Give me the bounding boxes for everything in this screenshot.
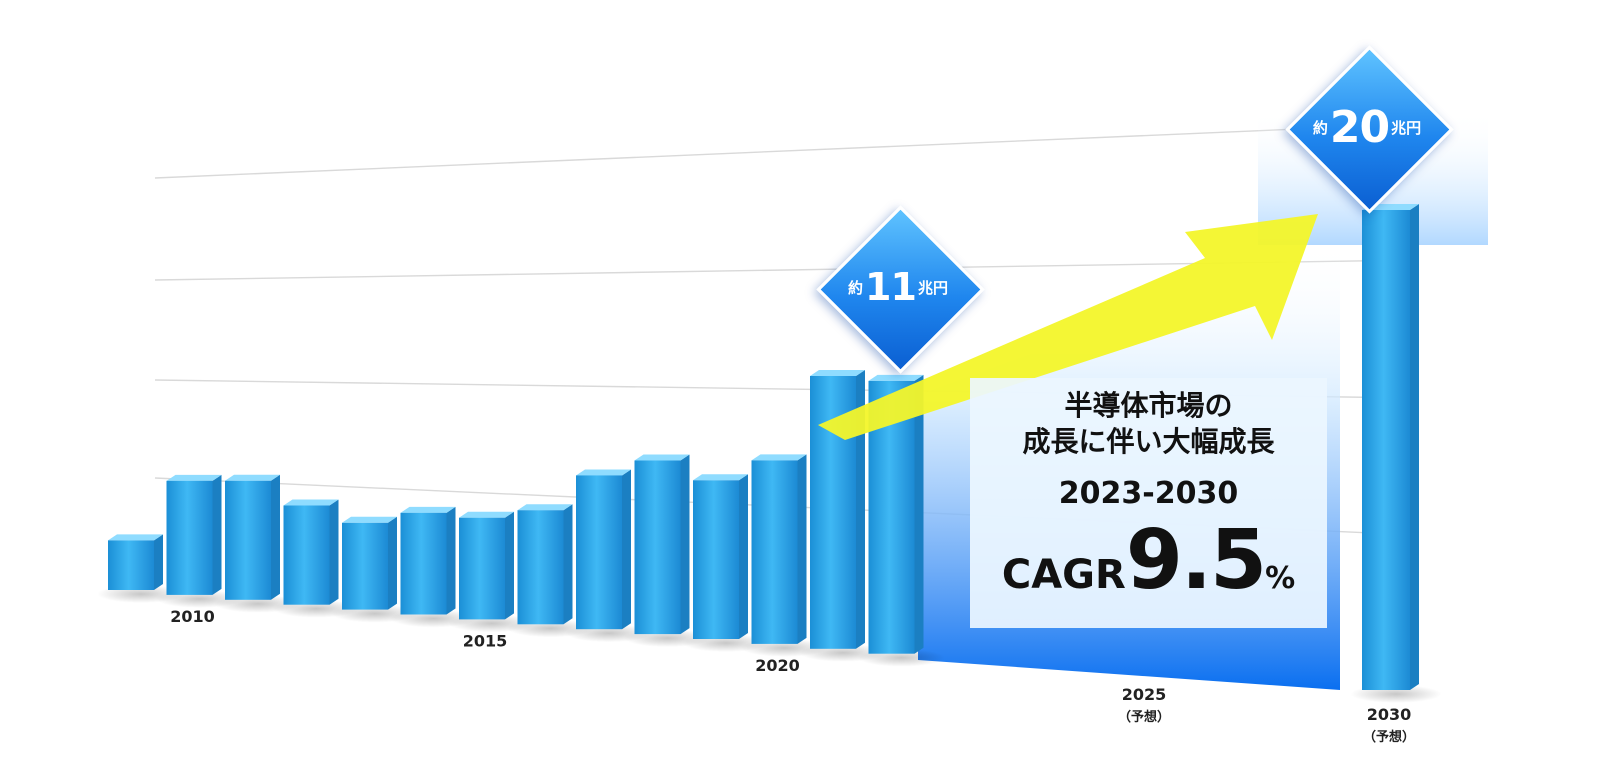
bar-side <box>212 474 222 595</box>
bar-front <box>459 517 505 620</box>
bar-side <box>505 511 514 620</box>
callout-cagr: CAGR9.5% <box>970 513 1327 608</box>
bar-2011 <box>225 474 280 600</box>
bar-2014 <box>400 506 456 615</box>
bar-top <box>693 474 748 481</box>
bar-front <box>634 460 681 635</box>
bar-2013 <box>342 516 397 610</box>
annotation-value: 11 <box>865 265 917 309</box>
callout-title: 半導体市場の 成長に伴い大幅成長 <box>970 388 1327 460</box>
bar-2030 <box>1362 204 1419 690</box>
x-tick-sublabel: （予想） <box>1363 729 1415 745</box>
bar-side <box>739 474 748 639</box>
bar-2015 <box>459 511 514 620</box>
x-tick-label: 2030 <box>1367 705 1412 724</box>
bar-front <box>751 460 798 644</box>
bar-side <box>271 474 280 600</box>
bar-2019 <box>693 474 748 639</box>
annotation-prefix: 約 <box>1312 118 1328 137</box>
annotation-value: 20 <box>1329 101 1390 153</box>
bar-front <box>517 510 564 625</box>
bar-side <box>563 504 573 625</box>
bar-2020 <box>751 454 807 644</box>
bar-side <box>856 370 865 649</box>
bar-top <box>400 506 456 513</box>
bar-side <box>446 506 456 615</box>
bar-top <box>576 469 631 476</box>
bar-front <box>1362 210 1410 690</box>
bar-side <box>388 516 397 610</box>
callout-period: 2023-2030 <box>1058 476 1239 511</box>
bar-front <box>225 480 271 600</box>
bar-front <box>283 505 330 605</box>
bar-top <box>751 454 807 461</box>
bar-top <box>634 454 690 461</box>
x-tick-label: 2015 <box>463 631 508 650</box>
bar-top <box>868 374 924 381</box>
bar-front <box>400 512 447 615</box>
bar-top <box>517 504 573 511</box>
bar-top <box>283 499 339 506</box>
bar-side <box>622 469 631 630</box>
bar-side <box>1410 204 1419 690</box>
bar-front <box>342 522 388 610</box>
bar-side <box>914 374 924 654</box>
bar-2016 <box>517 504 573 625</box>
bar-2018 <box>634 454 690 635</box>
cagr-unit: % <box>1265 561 1296 596</box>
bar-side <box>329 499 339 605</box>
x-tick-label: 2025 <box>1122 685 1167 704</box>
callout-title-line: 成長に伴い大幅成長 <box>1022 425 1275 458</box>
bar-front <box>166 480 213 595</box>
annotation-unit: 兆円 <box>917 278 948 297</box>
bar-2012 <box>283 499 339 605</box>
bar-side <box>680 454 690 635</box>
bar-side <box>797 454 807 644</box>
callout-title-line: 半導体市場の <box>1064 389 1233 422</box>
growth-arrow <box>818 214 1318 440</box>
annotation-11-trillion: 約 11 兆円 <box>816 205 985 374</box>
bar-2009 <box>108 534 163 590</box>
bar-top <box>225 474 280 481</box>
bar-top <box>342 516 397 523</box>
x-tick-label: 2010 <box>170 607 215 626</box>
grid-line <box>154 123 1416 179</box>
bar-2017 <box>576 469 631 630</box>
bar-top <box>166 474 222 481</box>
x-tick-sublabel: （予想） <box>1118 709 1170 725</box>
annotation-unit: 兆円 <box>1391 118 1422 137</box>
bar-front <box>693 480 739 639</box>
annotation-20-trillion: 約 20 兆円 <box>1285 45 1454 214</box>
bar-top <box>459 511 514 518</box>
bar-2010 <box>166 474 222 595</box>
bar-side <box>154 534 163 590</box>
x-tick-label: 2020 <box>755 656 800 675</box>
cagr-callout: 半導体市場の 成長に伴い大幅成長 2023-2030 CAGR9.5% <box>970 378 1327 628</box>
cagr-label: CAGR <box>1001 552 1126 598</box>
bar-front <box>108 540 154 590</box>
bar-top <box>810 370 865 376</box>
cagr-value: 9.5 <box>1125 513 1267 608</box>
bar-front <box>576 475 622 630</box>
bar-top <box>108 534 163 541</box>
annotation-prefix: 約 <box>848 278 864 297</box>
